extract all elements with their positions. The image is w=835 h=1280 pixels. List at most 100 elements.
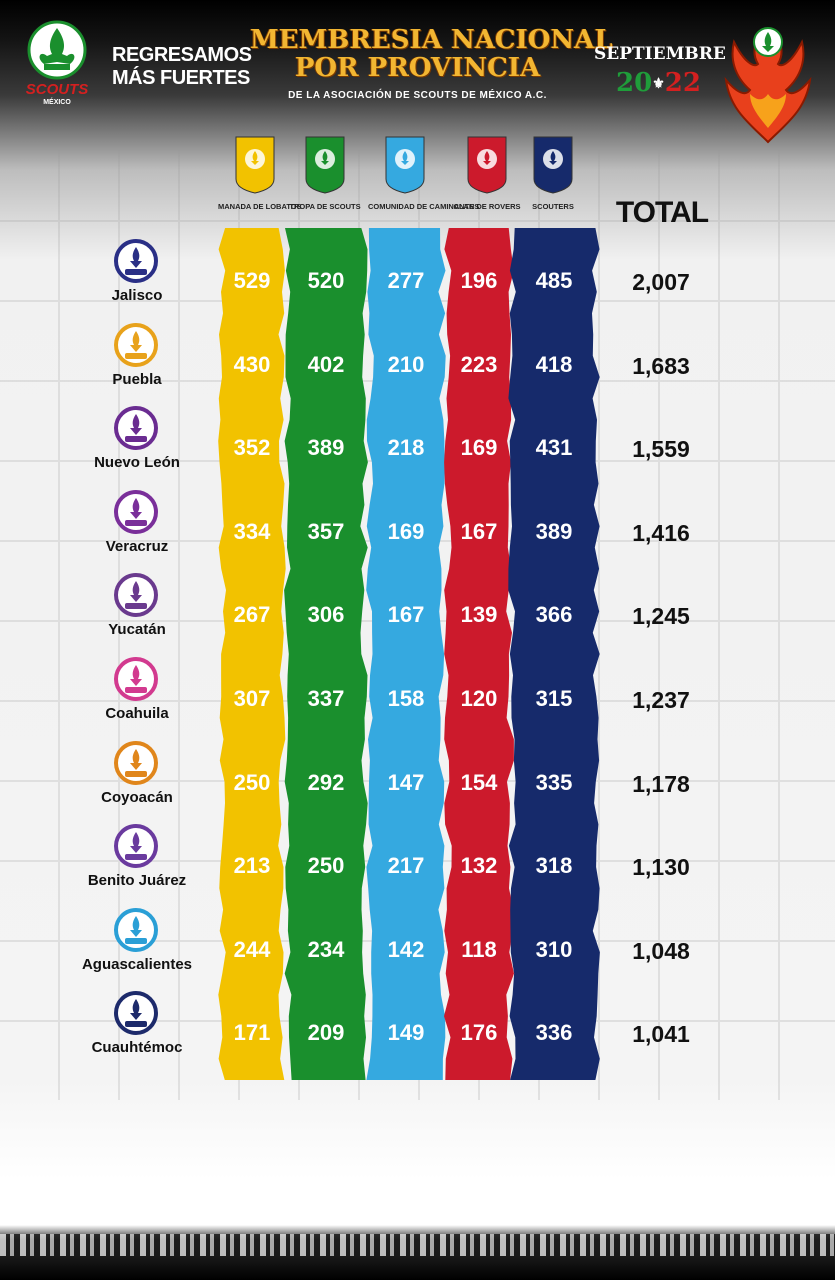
logo-country: MÉXICO <box>43 97 71 106</box>
cell-value-col-4: 223 <box>460 351 498 377</box>
cell-value-col-5: 335 <box>535 769 573 795</box>
cell-value-col-3: 158 <box>387 686 425 711</box>
row-total: 1,130 <box>632 854 690 881</box>
scouts-mexico-logo: SCOUTS MÉXICO <box>22 18 92 106</box>
province-name: Cuauhtémoc <box>91 1039 183 1057</box>
cell-value-col-3: 218 <box>387 435 425 461</box>
section-logo-4: CLAN DE ROVERS <box>453 133 521 213</box>
column-fill <box>284 228 368 1080</box>
province-logo <box>113 238 159 284</box>
column-band-5 <box>508 228 600 1080</box>
page-title: MEMBRESIA NACIONAL POR PROVINCIA <box>250 26 613 83</box>
cell-value-col-1: 352 <box>233 435 271 461</box>
cell-value-col-1: 529 <box>233 268 271 293</box>
province-emblem-icon <box>114 991 158 1036</box>
column-fill <box>218 228 286 1080</box>
cell-value-col-5: 389 <box>535 518 573 544</box>
province-logo <box>113 823 159 869</box>
cell-value-col-1: 334 <box>233 518 271 544</box>
year-label: 20⚜22 <box>616 68 701 98</box>
cell-value-col-5: 418 <box>535 351 573 377</box>
phoenix-logo <box>720 20 816 146</box>
cell-value-col-4: 167 <box>460 518 498 544</box>
section-emblem-icon <box>533 136 573 194</box>
section-label: TROPA DE SCOUTS <box>289 202 361 211</box>
cell-value-col-4: 118 <box>461 936 497 962</box>
cell-value-col-1: 430 <box>233 351 271 377</box>
province-emblem-icon <box>114 907 158 952</box>
cell-value-col-3: 210 <box>387 351 425 377</box>
cell-value-col-4: 132 <box>460 853 498 879</box>
row-total: 2,007 <box>632 269 690 295</box>
slogan-line-1: REGRESAMOS <box>112 44 252 66</box>
logo-wordmark: SCOUTS <box>26 81 89 98</box>
column-band-2 <box>284 228 368 1080</box>
cell-value-col-3: 149 <box>387 1020 425 1046</box>
section-emblem-icon <box>385 136 425 194</box>
province-emblem-icon <box>114 322 158 367</box>
cell-value-col-5: 485 <box>535 268 573 293</box>
cell-value-col-4: 154 <box>460 769 498 795</box>
province-logo <box>113 572 159 618</box>
cell-value-col-5: 318 <box>535 853 573 879</box>
cell-value-col-1: 307 <box>233 686 271 711</box>
slogan: REGRESAMOS MÁS FUERTES <box>112 44 252 90</box>
province-logo <box>113 740 159 786</box>
section-logo-3: COMUNIDAD DE CAMINANTES <box>368 133 479 213</box>
row-total: 1,048 <box>632 937 690 964</box>
cell-value-col-5: 431 <box>535 435 573 461</box>
cell-value-col-3: 147 <box>387 769 425 795</box>
section-label: COMUNIDAD DE CAMINANTES <box>368 202 480 211</box>
title-line-2: POR PROVINCIA <box>294 53 541 83</box>
row-total: 1,237 <box>632 687 690 713</box>
province-emblem-icon <box>114 657 158 701</box>
cell-value-col-4: 169 <box>460 435 498 461</box>
province-logo <box>113 405 159 451</box>
province-logo <box>113 656 159 702</box>
province-logo <box>113 489 159 535</box>
section-logo-2: TROPA DE SCOUTS <box>289 133 361 213</box>
province-name: Yucatán <box>108 621 166 639</box>
total-column-header: TOTAL <box>615 196 709 229</box>
cell-value-col-2: 234 <box>307 936 345 962</box>
cell-value-col-3: 167 <box>387 602 425 628</box>
province-name: Aguascalientes <box>81 955 193 973</box>
cell-value-col-2: 389 <box>307 435 345 461</box>
column-band-3 <box>366 228 446 1080</box>
column-band-4 <box>444 228 514 1080</box>
cell-value-col-4: 196 <box>460 268 498 293</box>
cell-value-col-1: 267 <box>233 602 271 628</box>
section-label: MANADA DE LOBATOS <box>218 202 302 211</box>
section-label: SCOUTERS <box>532 202 574 211</box>
province-emblem-icon <box>114 740 158 785</box>
province-emblem-icon <box>114 406 158 451</box>
footer-pattern-band <box>0 1234 835 1256</box>
cell-value-col-5: 366 <box>535 602 573 628</box>
section-label: CLAN DE ROVERS <box>453 202 521 211</box>
row-total: 1,559 <box>632 436 690 463</box>
province-name: Jalisco <box>111 287 163 304</box>
province-emblem-icon <box>114 239 158 283</box>
column-band-1 <box>218 228 286 1080</box>
cell-value-col-2: 337 <box>307 686 345 711</box>
cell-value-col-3: 277 <box>387 268 425 293</box>
cell-value-col-2: 402 <box>307 351 345 377</box>
cell-value-col-2: 250 <box>307 853 345 879</box>
province-name: Coahuila <box>105 705 169 722</box>
cell-value-col-2: 520 <box>307 268 345 293</box>
province-emblem-icon <box>114 824 158 869</box>
row-total: 1,178 <box>632 770 690 797</box>
province-logo <box>113 322 159 368</box>
row-total: 1,245 <box>632 603 690 630</box>
province-emblem-icon <box>114 489 158 534</box>
column-fill <box>508 228 600 1080</box>
cell-value-col-3: 217 <box>387 853 425 879</box>
fleur-de-lis-icon: ⚜ <box>652 76 665 92</box>
cell-value-col-5: 310 <box>535 936 573 962</box>
province-name: Benito Juárez <box>87 872 187 890</box>
cell-value-col-2: 292 <box>307 769 345 795</box>
year-left: 20 <box>616 68 653 98</box>
section-emblem-icon <box>305 136 345 194</box>
province-name: Puebla <box>112 370 162 388</box>
year-right: 22 <box>664 68 701 98</box>
